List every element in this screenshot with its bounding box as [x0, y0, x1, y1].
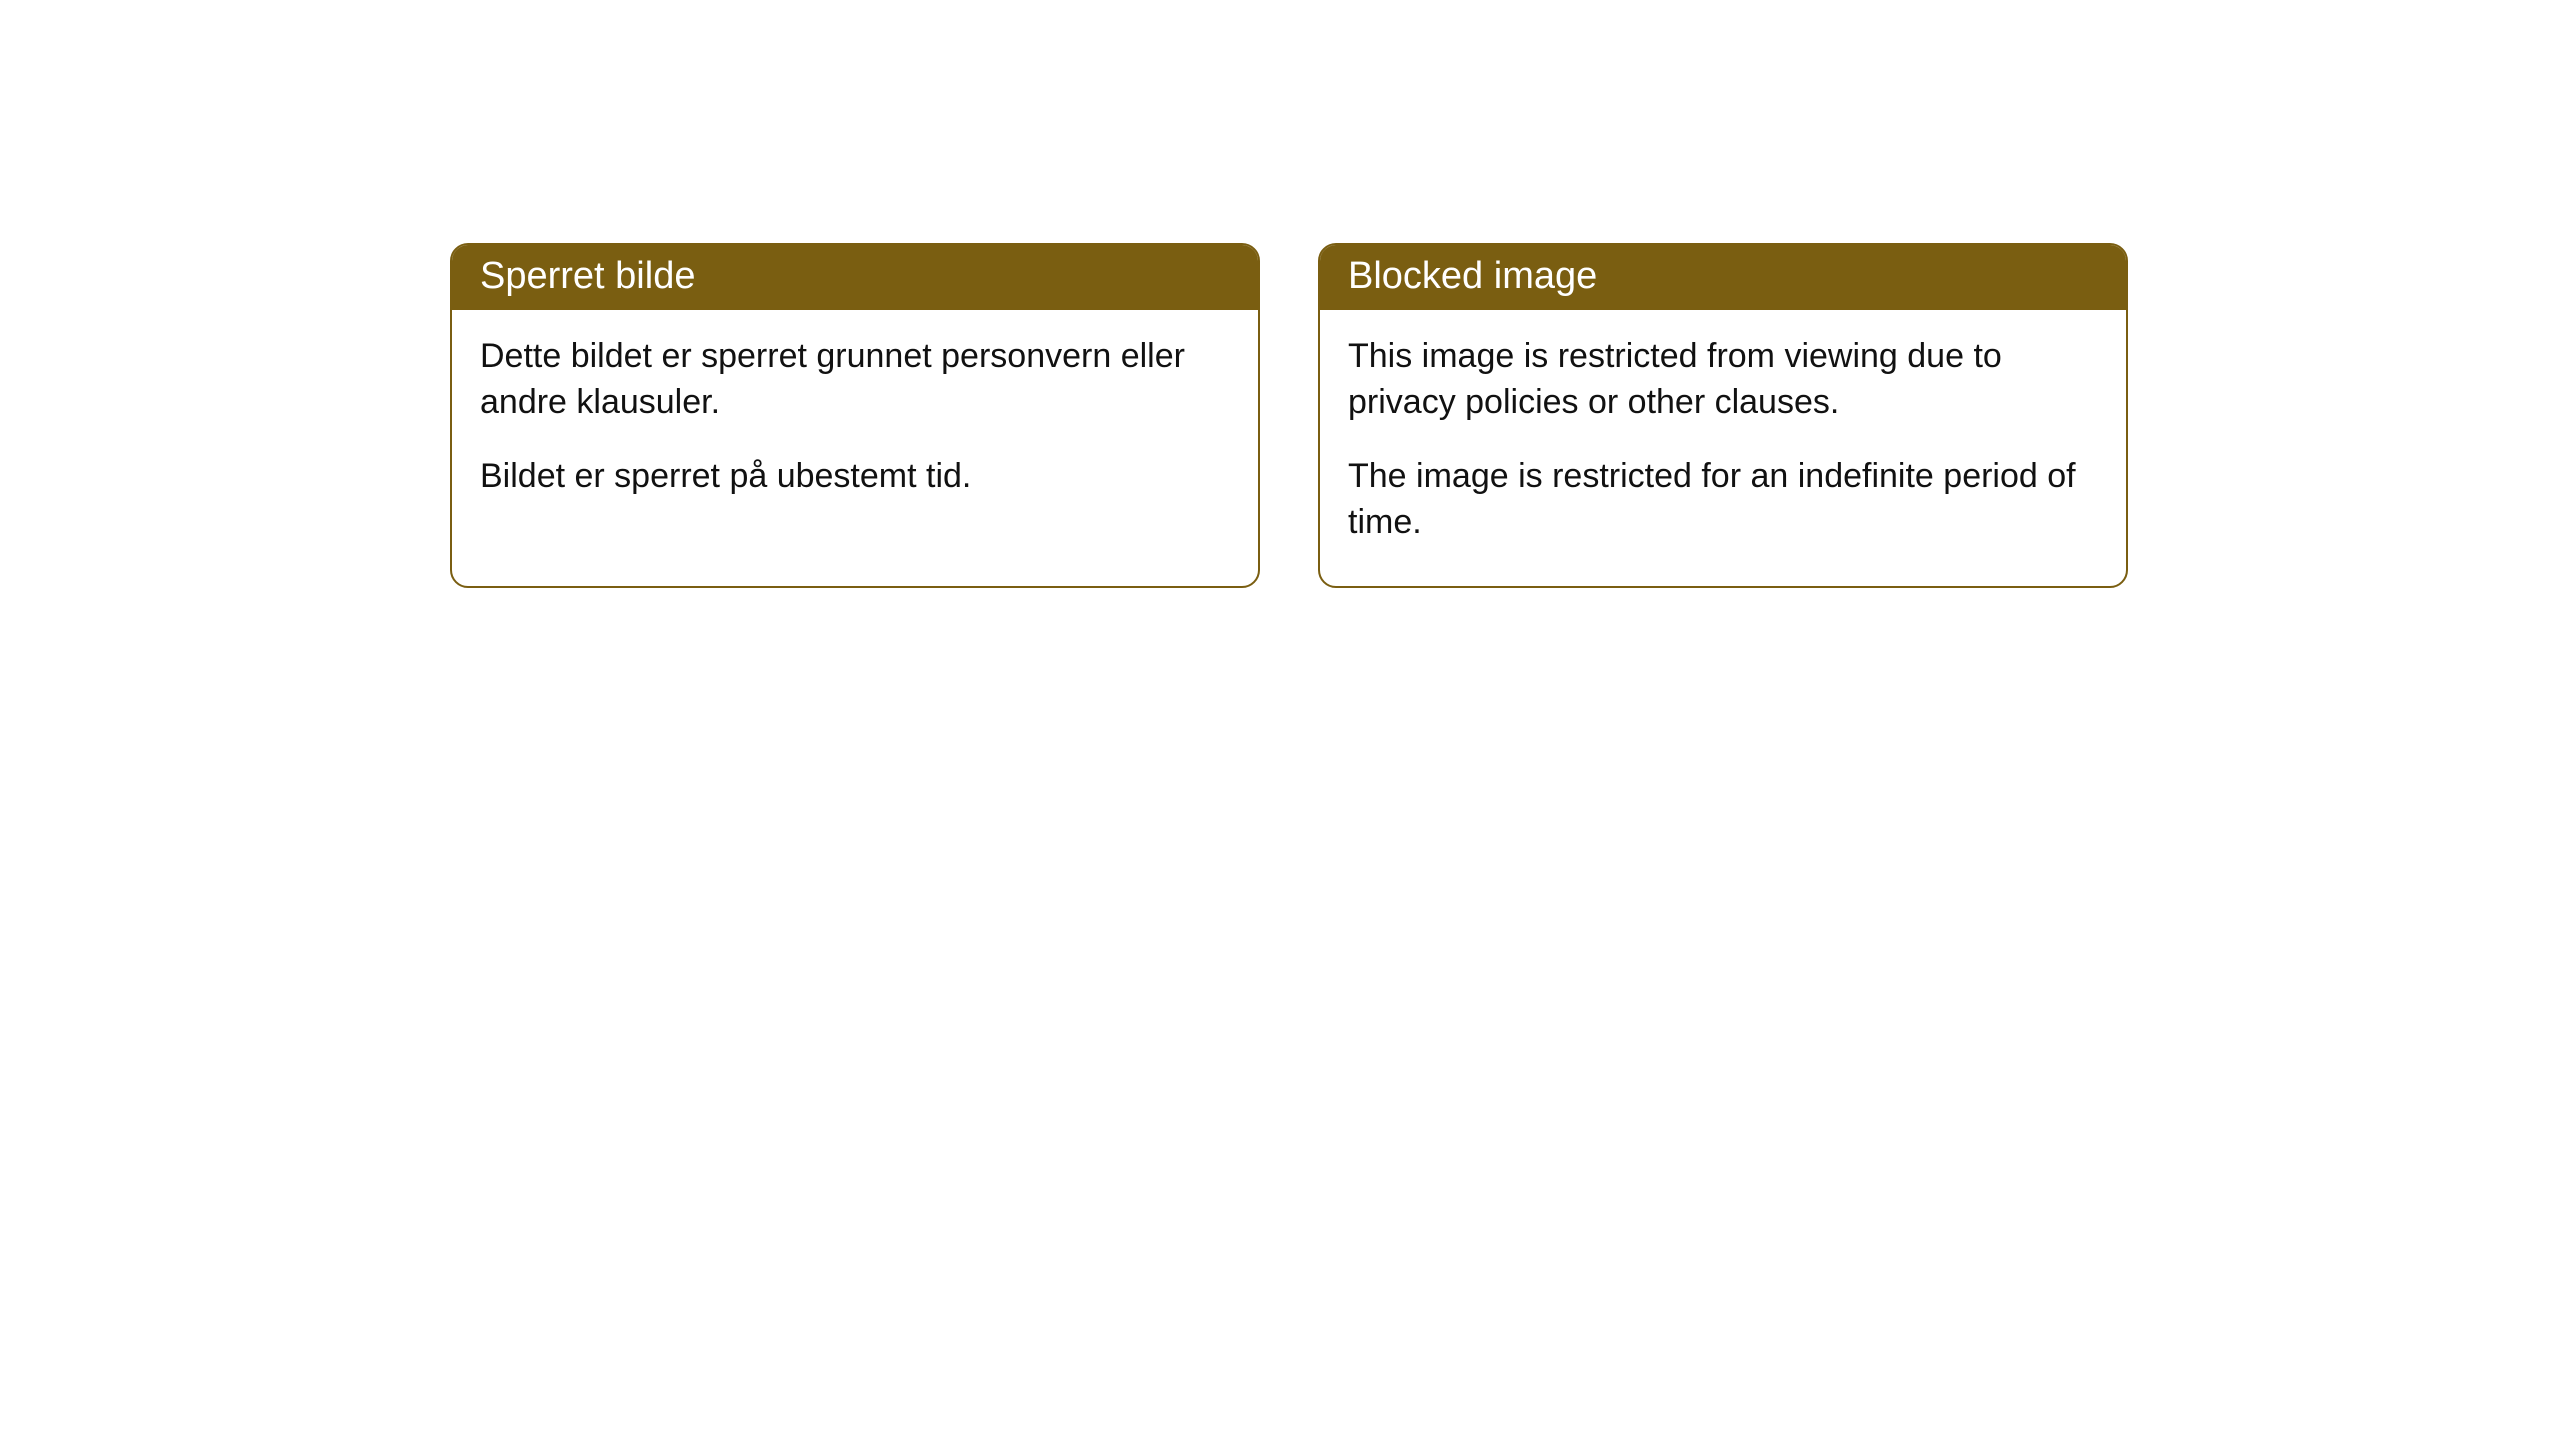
- card-body-norwegian: Dette bildet er sperret grunnet personve…: [452, 310, 1258, 540]
- blocked-image-card-norwegian: Sperret bilde Dette bildet er sperret gr…: [450, 243, 1260, 588]
- notice-container: Sperret bilde Dette bildet er sperret gr…: [0, 0, 2560, 588]
- card-header-norwegian: Sperret bilde: [452, 245, 1258, 310]
- card-paragraph-1-english: This image is restricted from viewing du…: [1348, 334, 2098, 426]
- card-header-english: Blocked image: [1320, 245, 2126, 310]
- blocked-image-card-english: Blocked image This image is restricted f…: [1318, 243, 2128, 588]
- card-paragraph-1-norwegian: Dette bildet er sperret grunnet personve…: [480, 334, 1230, 426]
- card-paragraph-2-english: The image is restricted for an indefinit…: [1348, 454, 2098, 546]
- card-body-english: This image is restricted from viewing du…: [1320, 310, 2126, 586]
- card-paragraph-2-norwegian: Bildet er sperret på ubestemt tid.: [480, 454, 1230, 500]
